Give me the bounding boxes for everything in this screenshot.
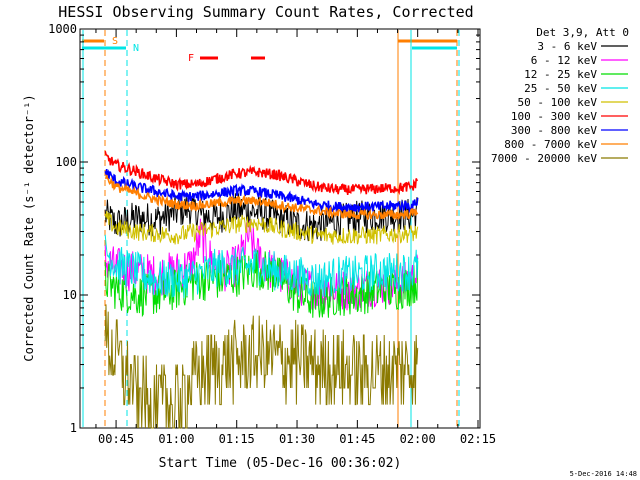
attenuator-state-bars <box>82 39 457 60</box>
series-line-7 <box>104 168 419 214</box>
x-tick-label: 01:15 <box>219 432 255 446</box>
y-tick-label: 100 <box>55 155 77 169</box>
y-tick-label: 1000 <box>48 22 77 36</box>
x-tick-label: 01:45 <box>339 432 375 446</box>
legend-label: 800 - 7000 keV <box>504 138 597 151</box>
series-line-6 <box>104 151 418 196</box>
series-line-8 <box>104 174 419 221</box>
x-axis-ticks: 00:45 01:00 01:15 01:30 01:45 02:00 02:15 <box>95 29 496 446</box>
n-label: N <box>133 43 139 54</box>
x-tick-label: 01:30 <box>279 432 315 446</box>
chart-title: HESSI Observing Summary Count Rates, Cor… <box>58 3 473 21</box>
series-line-9 <box>104 304 419 429</box>
plot-frame <box>79 28 481 429</box>
series-layer <box>104 151 419 429</box>
legend-label: 50 - 100 keV <box>518 96 598 109</box>
x-tick-label: 02:15 <box>460 432 496 446</box>
y-axis-label: Corrected Count Rate (s⁻¹ detector⁻¹) <box>22 94 36 361</box>
f-label: F <box>188 53 194 64</box>
legend-label: 7000 - 20000 keV <box>491 152 597 165</box>
date-stamp: 5-Dec-2016 14:48 <box>570 470 637 478</box>
legend-label: 25 - 50 keV <box>524 82 597 95</box>
y-tick-label: 10 <box>63 288 77 302</box>
series-line-4 <box>104 234 419 299</box>
legend-label: 100 - 300 keV <box>511 110 597 123</box>
series-line-5 <box>104 210 419 245</box>
x-tick-label: 00:45 <box>98 432 134 446</box>
legend-header: Det 3,9, Att 0 <box>536 26 629 39</box>
legend-label: 300 - 800 keV <box>511 124 597 137</box>
s-label: S <box>112 36 118 47</box>
y-tick-label: 1 <box>70 421 77 435</box>
x-tick-label: 01:00 <box>158 432 194 446</box>
x-tick-label: 02:00 <box>400 432 436 446</box>
legend-label: 6 - 12 keV <box>531 54 598 67</box>
legend-label: 3 - 6 keV <box>537 40 597 53</box>
y-axis-ticks: 1 10 100 1000 <box>48 22 480 435</box>
legend-label: 12 - 25 keV <box>524 68 597 81</box>
x-axis-label: Start Time (05-Dec-16 00:36:02) <box>159 456 402 471</box>
